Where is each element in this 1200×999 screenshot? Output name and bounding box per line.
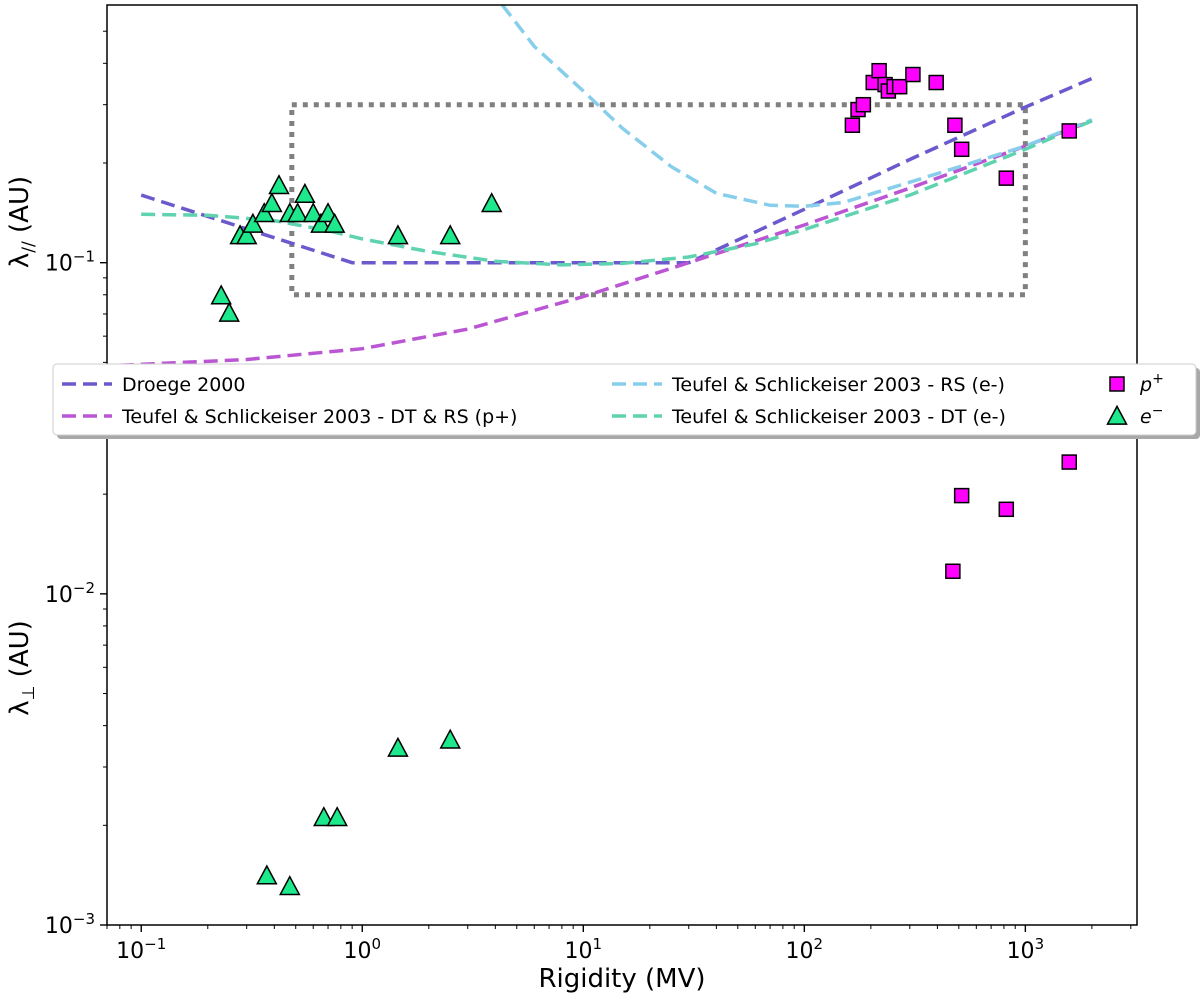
line-0 [140, 76, 1093, 265]
y-axis-title-bottom: λ⊥ (AU) [5, 620, 39, 716]
point-e--6 [261, 192, 283, 213]
legend-marker-e- [1106, 404, 1128, 425]
point-p+-13 [998, 170, 1015, 186]
point-e--3 [235, 224, 258, 245]
point-e--14 [323, 212, 346, 233]
plot-frame [106, 4, 1138, 926]
x-tick-label-3: 102 [786, 935, 824, 964]
point-p+-10 [928, 74, 944, 91]
point-p+-14 [1061, 123, 1078, 139]
point-e--11 [302, 202, 324, 223]
point-e--18 [256, 864, 278, 885]
point-p+-9 [905, 66, 921, 83]
point-e--0 [210, 284, 232, 305]
point-e--17 [480, 192, 503, 213]
point-e--16 [439, 224, 461, 245]
x-tick-label-1: 100 [343, 935, 381, 964]
point-p+-4 [871, 62, 887, 79]
line-2 [500, 5, 1093, 209]
point-e--1 [218, 301, 240, 322]
legend-label-1: Teufel & Schlickeiser 2003 - DT & RS (p+… [121, 406, 517, 428]
point-e--12 [310, 212, 332, 233]
point-e--4 [242, 212, 264, 233]
x-axis-title: Rigidity (MV) [538, 964, 705, 994]
point-p+-0 [844, 117, 861, 134]
plot-area [107, 5, 1137, 925]
point-p+-18 [1061, 454, 1078, 470]
legend-marker-p+ [1109, 376, 1125, 392]
dotted-box [289, 102, 1028, 298]
legend-label-0: Droege 2000 [122, 374, 245, 396]
point-e--10 [294, 182, 316, 204]
point-p+-8 [891, 78, 908, 95]
point-p+-12 [953, 141, 970, 158]
model-lines [119, 5, 1093, 368]
point-e--22 [387, 736, 409, 757]
point-p+-2 [855, 96, 872, 113]
point-e--15 [387, 224, 409, 245]
point-e--9 [286, 202, 309, 223]
legend-label-e-: e− [1140, 403, 1163, 428]
x-tick-label-4: 103 [1007, 935, 1045, 964]
x-tick-label-0: 10−1 [116, 935, 166, 964]
data-points [210, 62, 1078, 896]
legend-label-p+: p+ [1139, 371, 1164, 396]
legend-label-3: Teufel & Schlickeiser 2003 - DT (e-) [671, 406, 1006, 428]
point-p+-15 [945, 563, 961, 580]
legend: Droege 2000 Teufel & Schlickeiser 2003 - … [52, 363, 1200, 439]
y-tick-label-2: 10−1 [45, 248, 95, 277]
point-p+-11 [947, 117, 963, 134]
point-e--21 [326, 806, 348, 827]
axis-ticks: 10−1 100 101 102 103 10−3 10−2 10−1 [45, 30, 1132, 964]
line-3 [141, 119, 1093, 267]
point-e--20 [313, 806, 335, 827]
point-e--19 [279, 875, 301, 896]
point-e--23 [439, 728, 461, 749]
dotted-region-box [289, 102, 1028, 298]
y-axis-title-top: λ// (AU) [5, 176, 39, 268]
y-tick-label-1: 10−2 [45, 579, 95, 608]
line-1 [119, 119, 1093, 368]
x-tick-label-2: 101 [565, 935, 603, 964]
point-p+-16 [953, 487, 970, 504]
legend-box [52, 363, 1197, 436]
legend-label-2: Teufel & Schlickeiser 2003 - RS (e-) [671, 374, 1005, 396]
point-p+-17 [998, 501, 1015, 518]
point-e--7 [268, 174, 290, 195]
y-tick-label-0: 10−3 [45, 910, 95, 939]
point-e--5 [253, 202, 275, 223]
